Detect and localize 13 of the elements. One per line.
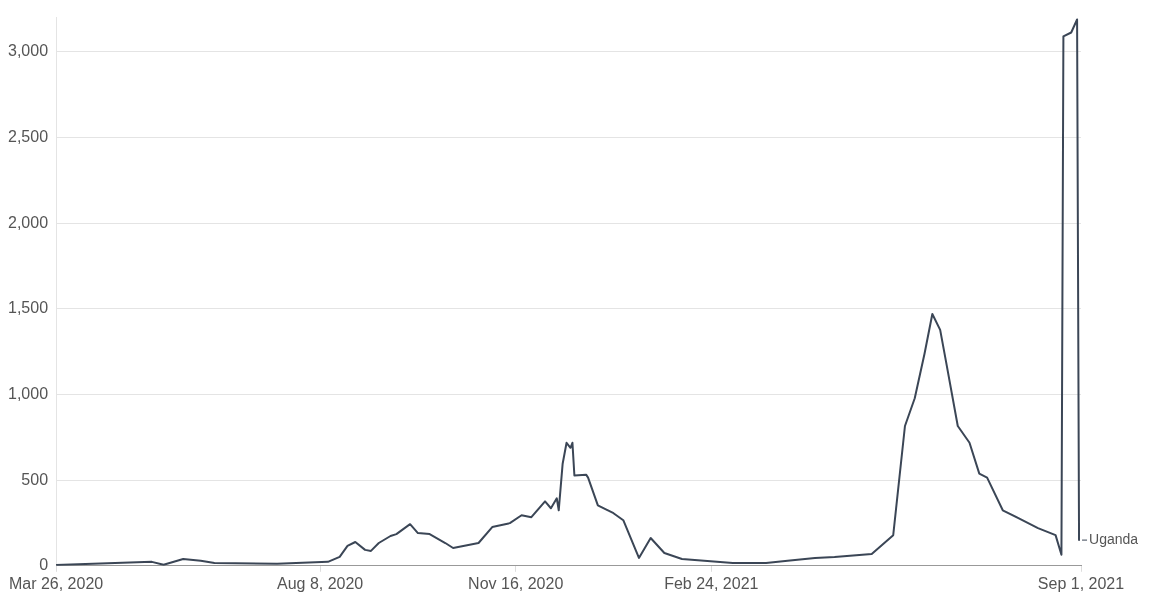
x-tick-label: Mar 26, 2020 [8, 574, 104, 592]
x-tick-label: Nov 16, 2020 [468, 574, 564, 592]
y-tick-label: 1,500 [7, 299, 49, 317]
x-tick-label: Aug 8, 2020 [276, 574, 364, 592]
y-tick-label: 0 [39, 556, 49, 574]
y-tick-label: 1,000 [7, 384, 49, 402]
x-tick-label: Sep 1, 2021 [1037, 574, 1125, 592]
y-tick-label: 2,000 [7, 213, 49, 231]
y-tick-label: 2,500 [7, 127, 49, 145]
legend-label: Uganda [1089, 530, 1139, 547]
y-tick-label: 3,000 [7, 42, 49, 60]
y-tick-label: 500 [21, 470, 49, 488]
x-tick-label: Feb 24, 2021 [664, 574, 759, 592]
